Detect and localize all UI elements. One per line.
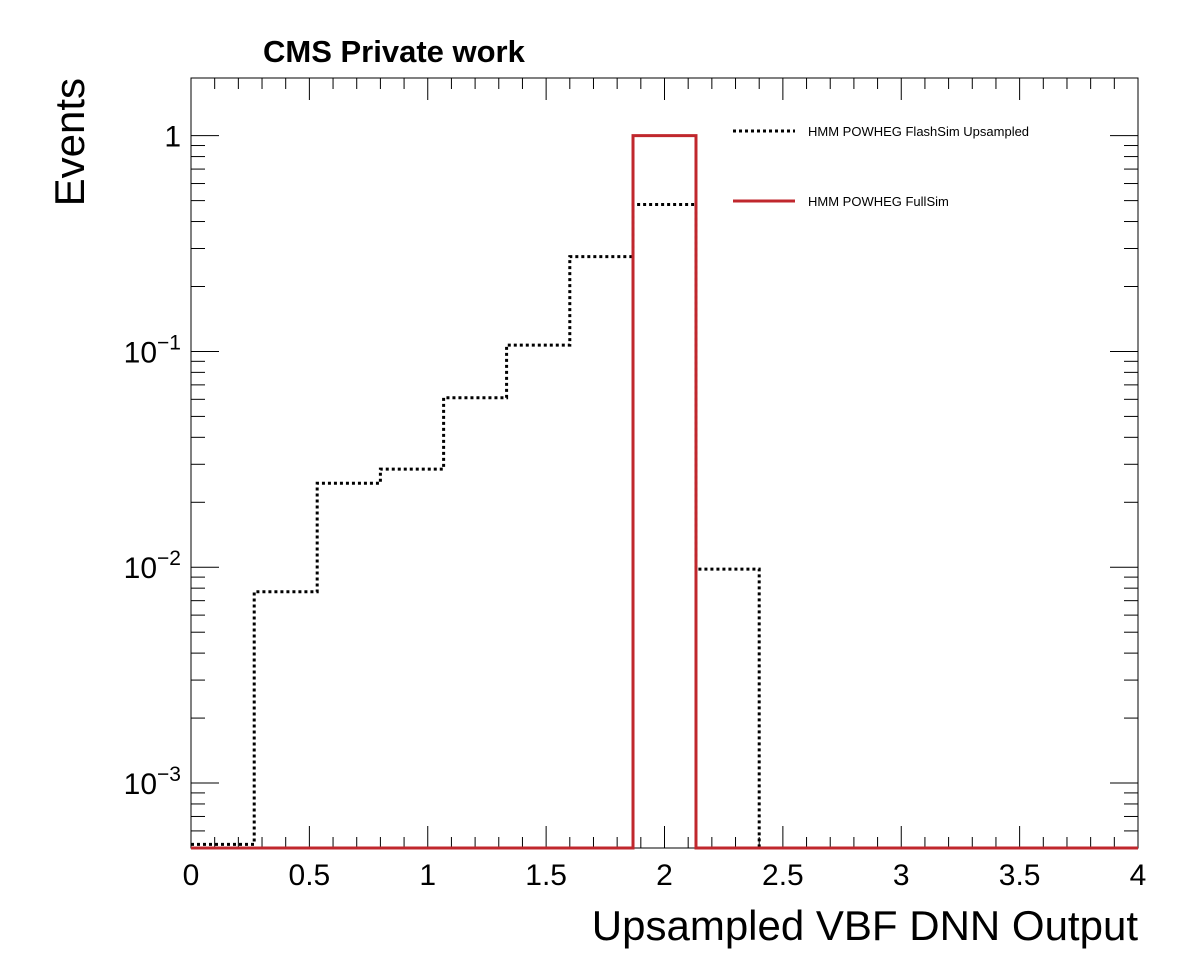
y-tick-label: 10−1 bbox=[124, 331, 181, 369]
x-tick-label: 2.5 bbox=[762, 859, 804, 892]
x-tick-label: 0.5 bbox=[289, 859, 331, 892]
y-axis-ticks: 1 10−1 10−2 10−3 bbox=[124, 121, 1138, 849]
plot-frame bbox=[190, 77, 1139, 849]
legend: HMM POWHEG FlashSim Upsampled HMM POWHEG … bbox=[733, 124, 1029, 209]
y-axis-title: Events bbox=[46, 78, 93, 206]
x-tick-label: 3.5 bbox=[999, 859, 1041, 892]
x-tick-label: 2 bbox=[656, 859, 673, 892]
series-0-line bbox=[191, 202, 1138, 850]
series-1-line bbox=[191, 134, 1138, 850]
x-tick-label: 3 bbox=[893, 859, 910, 892]
x-axis-title: Upsampled VBF DNN Output bbox=[592, 902, 1139, 949]
y-tick-label: 10−2 bbox=[124, 547, 181, 585]
legend-label-0: HMM POWHEG FlashSim Upsampled bbox=[808, 124, 1029, 139]
legend-label-1: HMM POWHEG FullSim bbox=[808, 194, 949, 209]
y-tick-label: 10−3 bbox=[124, 763, 181, 801]
x-axis-ticks: 0 0.5 1 1.5 2 2.5 3 3.5 4 bbox=[183, 78, 1147, 892]
x-tick-label: 4 bbox=[1130, 859, 1147, 892]
x-tick-label: 0 bbox=[183, 859, 200, 892]
x-tick-label: 1 bbox=[419, 859, 436, 892]
histogram-series bbox=[191, 134, 1138, 850]
cms-label: CMS Private work bbox=[263, 34, 526, 69]
y-tick-label: 1 bbox=[164, 121, 181, 154]
x-tick-label: 1.5 bbox=[525, 859, 567, 892]
